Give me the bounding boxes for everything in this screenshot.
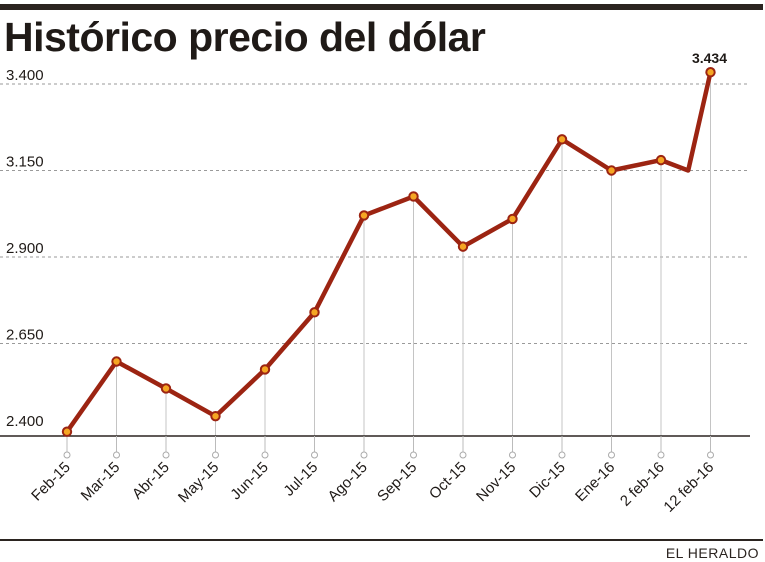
series-line-layer (64, 69, 713, 434)
x-tick-label: Sep-15 (374, 459, 420, 505)
x-tick-dot (63, 451, 71, 459)
x-tick-dot (113, 451, 120, 459)
x-tick-label: Feb-15 (28, 459, 74, 505)
data-point (358, 210, 370, 221)
top-rule (0, 4, 763, 10)
bottom-rule (0, 539, 763, 541)
data-point (705, 67, 716, 78)
x-tick-dot (558, 451, 566, 459)
x-tick-dot (360, 451, 368, 459)
source-credit: EL HERALDO (665, 545, 759, 561)
drop-lines (66, 72, 711, 436)
y-tick-label: 2.400 (6, 413, 44, 430)
x-tick-label: Jul-15 (280, 459, 321, 500)
x-tick-dot (608, 451, 615, 459)
data-labels: 3.434 (692, 50, 727, 66)
data-point (556, 134, 568, 145)
x-tick-label: Ene-16 (572, 459, 618, 505)
data-point (309, 307, 320, 318)
grid-layer (0, 83, 750, 344)
data-point (507, 213, 518, 225)
x-tick-dot (212, 451, 219, 459)
x-tick-dot (707, 451, 714, 459)
x-tick-label: Mar-15 (78, 459, 124, 505)
series-line (64, 69, 713, 434)
x-tick-label: Abr-15 (129, 459, 173, 503)
data-points (61, 67, 716, 437)
x-tick-dot (261, 451, 269, 459)
data-point (655, 154, 667, 166)
x-tick-label: Jun-15 (227, 459, 271, 503)
y-tick-label: 2.900 (6, 240, 44, 257)
data-point (457, 241, 469, 252)
x-tick-label: May-15 (175, 459, 222, 506)
data-point (606, 165, 617, 176)
x-tick-label: 12 feb-16 (660, 459, 717, 516)
x-tick-label: Oct-15 (426, 459, 470, 503)
x-tick-dot (509, 451, 516, 459)
data-point (160, 383, 172, 394)
x-axis-ticks: Feb-15 Mar-15 Abr-15 May-15 Jun-15 Jul-15 Ago-… (28, 436, 717, 516)
x-tick-dot (657, 451, 665, 459)
x-tick-dot (162, 451, 170, 459)
x-tick-dot (459, 451, 467, 459)
data-point (111, 356, 122, 367)
data-point (61, 426, 73, 437)
data-point (408, 191, 419, 202)
y-tick-label: 3.150 (6, 154, 44, 171)
x-tick-label: Nov-15 (473, 459, 519, 505)
x-tick-dot (410, 451, 417, 459)
data-point (210, 410, 221, 422)
x-tick-label: Ago-15 (325, 459, 371, 505)
data-point (259, 364, 271, 375)
data-label: 3.434 (692, 50, 727, 66)
x-tick-dot (311, 451, 318, 459)
y-tick-label: 3.400 (6, 67, 44, 84)
x-tick-label: 2 feb-16 (617, 459, 668, 510)
y-tick-label: 2.650 (6, 327, 44, 344)
y-axis-ticks: 2.400 2.650 2.900 3.150 3.400 (6, 67, 44, 430)
chart-title: Histórico precio del dólar (4, 14, 486, 60)
x-tick-label: Dic-15 (526, 459, 569, 502)
